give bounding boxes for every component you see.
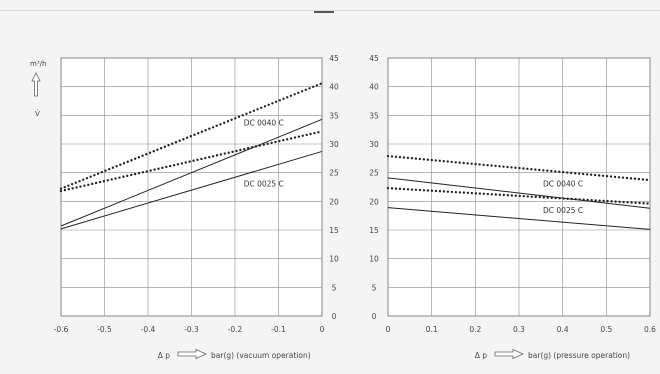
y-tick-label: 25 [329, 169, 339, 178]
x-tick-label: 0 [386, 325, 391, 334]
chart-panel-2: 0 0.1 0.2 0.3 0.4 0.5 0.6 0 5 10 15 20 25 30 35 40 45 DC … [369, 54, 656, 360]
series-line-solid [60, 150, 323, 230]
y-tick-label: 10 [369, 255, 379, 264]
y-axis-symbol-label: V̇ [35, 110, 40, 118]
y-tick-label: 5 [332, 283, 337, 292]
header-tab-marker [314, 4, 334, 13]
x-axis-arrow-icon [177, 348, 207, 360]
x-tick-label: 0.2 [469, 325, 481, 334]
y-tick-label: 15 [369, 226, 379, 235]
x-tick-label: 0.4 [557, 325, 569, 334]
series-line-dotted [386, 154, 652, 182]
series-line-solid [60, 118, 323, 227]
y-tick-label: 40 [329, 83, 339, 92]
y-axis-unit-label: m³/h [30, 60, 47, 68]
x-tick-label: -0.6 [54, 325, 69, 334]
x-tick-label: 0.6 [644, 325, 656, 334]
series-line-solid [387, 207, 651, 230]
y-tick-label: 35 [329, 111, 339, 120]
chart-panel-1: -0.6 -0.5 -0.4 -0.3 -0.2 -0.1 00 5 10 15 20 25 30 35 4… [54, 54, 339, 360]
y-tick-label: 15 [329, 226, 339, 235]
x-tick-label: 0.3 [513, 325, 525, 334]
series-line-solid [387, 177, 651, 209]
x-tick-label: -0.2 [228, 325, 243, 334]
x-tick-label: -0.3 [184, 325, 199, 334]
x-tick-label: -0.1 [271, 325, 286, 334]
y-tick-label: 30 [369, 140, 379, 149]
x-axis-label: bar(g) (pressure operation) [528, 351, 630, 360]
x-tick-label: 0.1 [426, 325, 438, 334]
x-tick-label: -0.5 [97, 325, 112, 334]
x-axis-prefix: Δ p [475, 351, 488, 360]
x-tick-label: 0 [320, 325, 325, 334]
y-tick-label: 10 [329, 255, 339, 264]
series-annotation-label: DC 0040 C [244, 119, 284, 128]
y-tick-label: 25 [369, 169, 379, 178]
x-tick-label: -0.4 [141, 325, 156, 334]
series-annotation-label: DC 0025 C [543, 206, 583, 215]
x-tick-label: 0.5 [600, 325, 612, 334]
y-tick-label: 30 [329, 140, 339, 149]
y-tick-label: 0 [372, 312, 377, 321]
x-axis-label: bar(g) (vacuum operation) [211, 351, 311, 360]
y-tick-label: 5 [372, 283, 377, 292]
x-axis-prefix: Δ p [158, 351, 171, 360]
series-line-dotted [59, 130, 324, 193]
y-tick-label: 35 [369, 111, 379, 120]
header-divider [0, 10, 660, 11]
y-tick-label: 45 [329, 54, 339, 63]
series-line-dotted [59, 82, 324, 190]
y-tick-label: 0 [332, 312, 337, 321]
y-tick-label: 20 [329, 197, 339, 206]
series-line-dotted [386, 186, 652, 205]
series-annotation-label: DC 0040 C [543, 179, 583, 188]
x-axis-arrow-icon [494, 348, 524, 360]
y-tick-label: 20 [369, 197, 379, 206]
y-tick-label: 40 [369, 83, 379, 92]
series-annotation-label: DC 0025 C [244, 179, 284, 188]
y-tick-label: 45 [369, 54, 379, 63]
